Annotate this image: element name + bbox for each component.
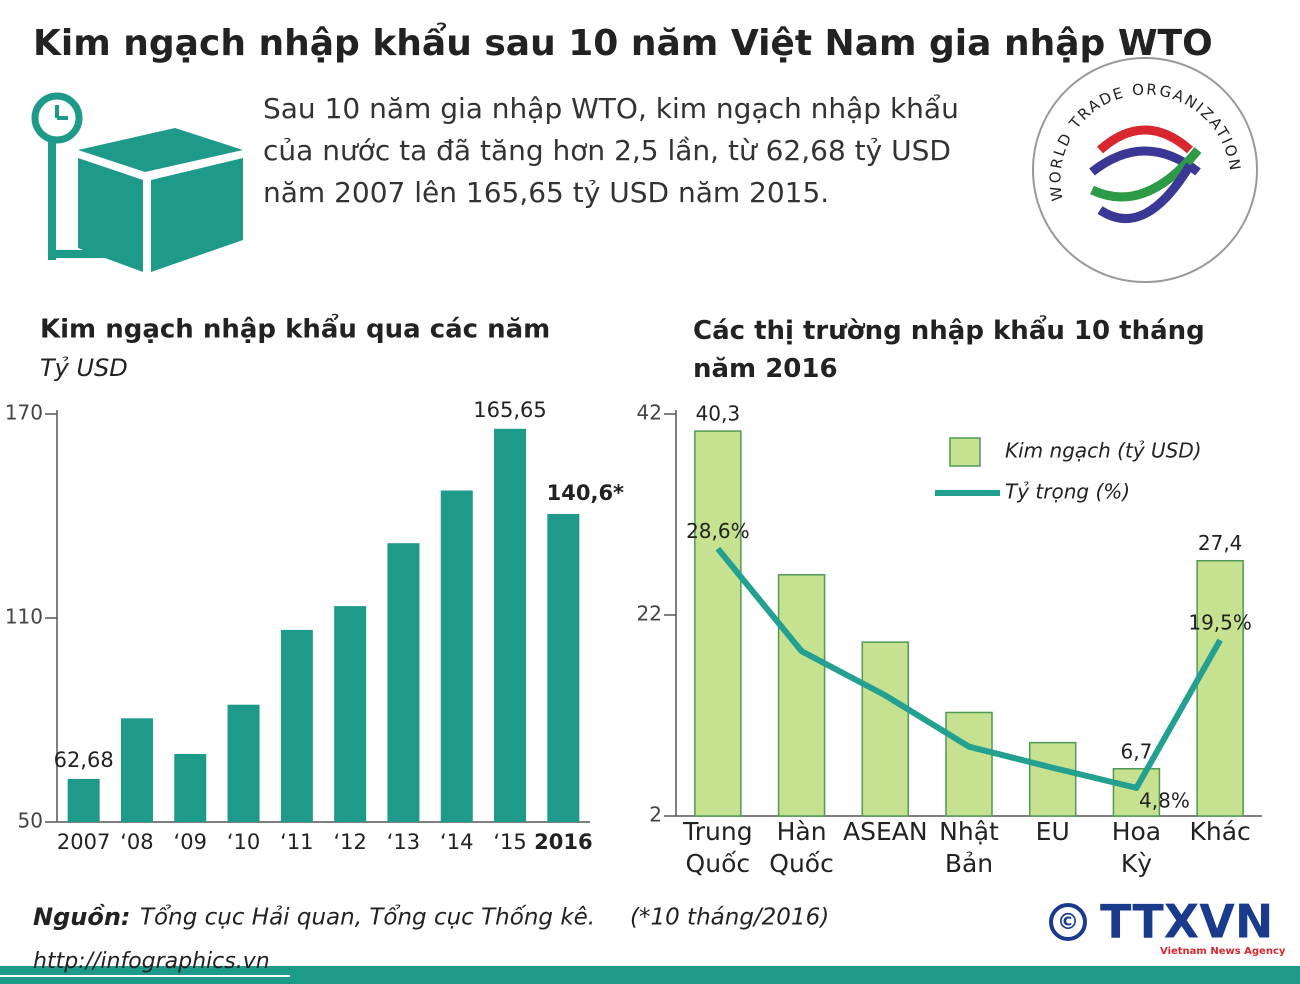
bar [227, 704, 260, 822]
x-tick-label: EU [1035, 817, 1070, 846]
x-tick-label: ASEAN [842, 817, 928, 846]
value-label: 6,7 [1121, 739, 1153, 763]
x-tick-label: ‘12 [333, 830, 366, 854]
chart-title: Các thị trường nhập khẩu 10 tháng năm 20… [693, 316, 1205, 384]
x-tick-label: 2016 [534, 830, 592, 854]
value-label: 62,68 [54, 748, 114, 772]
bar [945, 711, 993, 817]
bar [547, 513, 580, 822]
y-tick-label: 42 [637, 401, 662, 425]
source-label: Nguồn: [33, 902, 131, 931]
y-tick-label: 110 [5, 605, 43, 629]
value-label: 28,6% [686, 519, 750, 543]
title: Kim ngạch nhập khẩu sau 10 năm Việt Nam … [33, 22, 1213, 64]
x-tick-label: Nhật Bản [939, 817, 999, 878]
legend-label: Kim ngạch (tỷ USD) [1005, 439, 1202, 463]
bar [440, 490, 473, 822]
import-icon [31, 92, 243, 272]
x-tick-label: Khác [1189, 817, 1251, 846]
bar [1028, 741, 1077, 817]
y-tick-label: 50 [18, 809, 43, 833]
y-tick-label: 2 [649, 803, 662, 827]
legend-label: Tỷ trọng (%) [1005, 480, 1130, 504]
value-label: 40,3 [696, 402, 741, 426]
copyright: © [1057, 910, 1079, 935]
note: (*10 tháng/2016) [630, 905, 829, 931]
source: Tổng cục Hải quan, Tổng cục Thống kê. [140, 905, 595, 931]
x-tick-label: 2007 [57, 830, 110, 854]
value-label: 19,5% [1188, 611, 1252, 635]
bar [1196, 559, 1244, 817]
x-tick-label: Trung Quốc [683, 817, 753, 878]
value-label: 4,8% [1139, 788, 1190, 812]
bar [67, 778, 100, 822]
x-tick-label: ‘09 [174, 830, 207, 854]
x-tick-label: ‘15 [493, 830, 526, 854]
bar [280, 629, 313, 822]
x-tick-label: ‘10 [227, 830, 260, 854]
bar [694, 430, 742, 817]
agency-sub: Vietnam News Agency [1160, 946, 1286, 957]
y-tick-label: 170 [5, 401, 43, 425]
bar [861, 641, 910, 817]
bar [777, 574, 826, 817]
chart-title: Kim ngạch nhập khẩu qua các năm [40, 312, 550, 345]
agency: TTXVN [1100, 895, 1273, 949]
y-tick-label: 22 [637, 602, 662, 626]
value-label: 165,65 [473, 398, 546, 422]
x-tick-label: Hàn Quốc [769, 817, 834, 878]
value-label: 27,4 [1198, 531, 1243, 555]
bar [494, 428, 527, 822]
x-tick-label: Hoa Kỳ [1111, 817, 1162, 878]
bar [334, 606, 367, 822]
bar [387, 543, 420, 822]
share-line [715, 546, 1223, 791]
bar [1112, 768, 1161, 817]
footer-band [0, 966, 1300, 984]
x-tick-label: ‘08 [120, 830, 153, 854]
description: Sau 10 năm gia nhập WTO, kim ngạch nhập … [263, 92, 959, 209]
x-tick-label: ‘11 [280, 830, 313, 854]
wto-logo: WORLD TRADE ORGANIZATION [1032, 57, 1258, 283]
legend-swatch [949, 437, 981, 467]
chart-subtitle: Tỷ USD [40, 354, 128, 382]
x-tick-label: ‘13 [387, 830, 420, 854]
url: http://infographics.vn [33, 949, 270, 974]
bar [174, 754, 207, 822]
value-label: 140,6* [547, 481, 624, 505]
x-tick-label: ‘14 [440, 830, 473, 854]
bar [120, 718, 153, 822]
